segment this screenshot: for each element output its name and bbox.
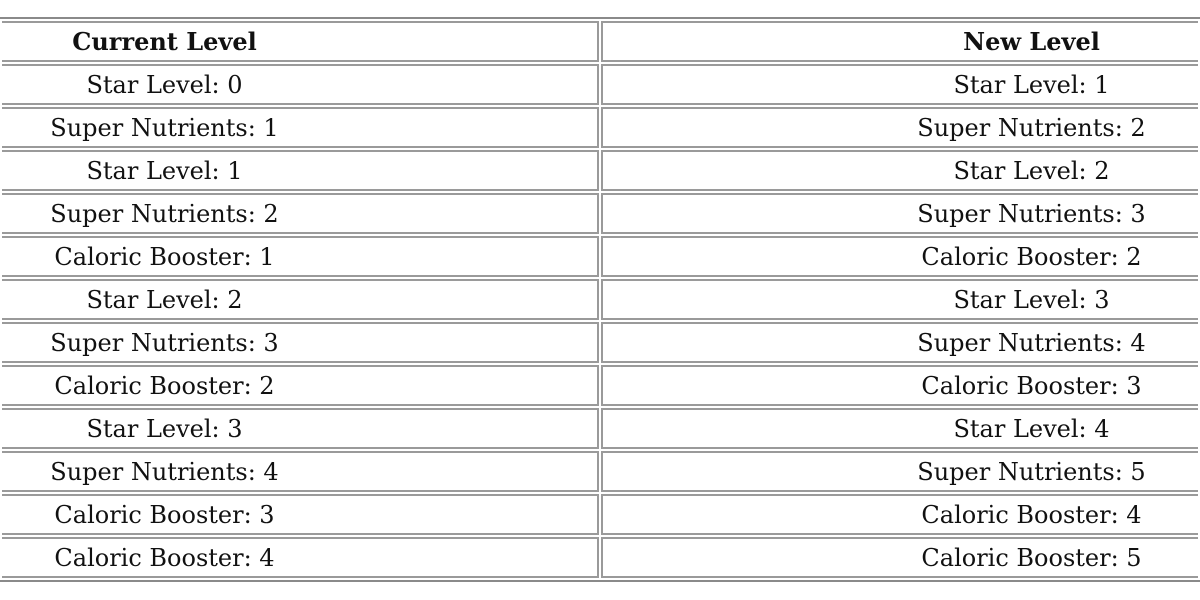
new-level-cell: Super Nutrients: 3	[601, 193, 1198, 234]
new-level-cell: Star Level: 4	[601, 408, 1198, 449]
table-row: Super Nutrients: 3 Super Nutrients: 4	[2, 322, 1198, 363]
new-level-cell: Super Nutrients: 4	[601, 322, 1198, 363]
table-row: Star Level: 2 Star Level: 3	[2, 279, 1198, 320]
level-table: Current Level New Level Star Level: 0 Sta…	[0, 17, 1200, 582]
new-level-cell: Super Nutrients: 5	[601, 451, 1198, 492]
table-row: Caloric Booster: 2 Caloric Booster: 3	[2, 365, 1198, 406]
current-level-cell: Super Nutrients: 3	[2, 322, 599, 363]
header-current-level: Current Level	[2, 21, 599, 62]
table-row: Star Level: 1 Star Level: 2	[2, 150, 1198, 191]
new-level-cell: Star Level: 1	[601, 64, 1198, 105]
new-level-cell: Star Level: 2	[601, 150, 1198, 191]
current-level-cell: Caloric Booster: 2	[2, 365, 599, 406]
table-row: Super Nutrients: 2 Super Nutrients: 3	[2, 193, 1198, 234]
current-level-cell: Caloric Booster: 3	[2, 494, 599, 535]
new-level-cell: Caloric Booster: 2	[601, 236, 1198, 277]
new-level-cell: Super Nutrients: 2	[601, 107, 1198, 148]
table-row: Super Nutrients: 4 Super Nutrients: 5	[2, 451, 1198, 492]
new-level-cell: Caloric Booster: 3	[601, 365, 1198, 406]
current-level-cell: Caloric Booster: 1	[2, 236, 599, 277]
new-level-cell: Star Level: 3	[601, 279, 1198, 320]
new-level-cell: Caloric Booster: 5	[601, 537, 1198, 578]
table-row: Star Level: 3 Star Level: 4	[2, 408, 1198, 449]
table-row: Caloric Booster: 1 Caloric Booster: 2	[2, 236, 1198, 277]
current-level-cell: Star Level: 0	[2, 64, 599, 105]
table-row: Star Level: 0 Star Level: 1	[2, 64, 1198, 105]
table-body: Star Level: 0 Star Level: 1 Super Nutrient…	[2, 64, 1198, 578]
table-row: Caloric Booster: 4 Caloric Booster: 5	[2, 537, 1198, 578]
current-level-cell: Star Level: 2	[2, 279, 599, 320]
new-level-cell: Caloric Booster: 4	[601, 494, 1198, 535]
current-level-cell: Super Nutrients: 2	[2, 193, 599, 234]
table-row: Caloric Booster: 3 Caloric Booster: 4	[2, 494, 1198, 535]
current-level-cell: Star Level: 1	[2, 150, 599, 191]
current-level-cell: Super Nutrients: 1	[2, 107, 599, 148]
current-level-cell: Caloric Booster: 4	[2, 537, 599, 578]
table-row: Super Nutrients: 1 Super Nutrients: 2	[2, 107, 1198, 148]
header-row: Current Level New Level	[2, 21, 1198, 62]
current-level-cell: Star Level: 3	[2, 408, 599, 449]
current-level-cell: Super Nutrients: 4	[2, 451, 599, 492]
header-new-level: New Level	[601, 21, 1198, 62]
